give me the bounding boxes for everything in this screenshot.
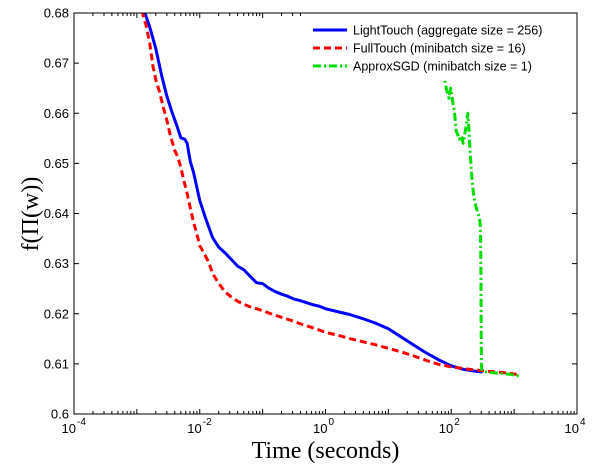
legend-label-fulltouch: FullTouch (minibatch size = 16) <box>353 42 526 56</box>
x-tick-label: 10 0 <box>313 417 334 436</box>
y-tick-label: 0.66 <box>44 106 69 121</box>
x-tick-label: 10 2 <box>439 417 460 436</box>
x-tick-exponent: -4 <box>77 417 86 428</box>
x-tick-base: 10 <box>187 421 201 436</box>
x-tick-exponent: 4 <box>580 417 586 428</box>
x-tick-label: 10 -2 <box>187 417 212 436</box>
x-tick-base: 10 <box>565 421 579 436</box>
y-tick-label: 0.62 <box>44 306 69 321</box>
x-tick-label: 10 4 <box>565 417 586 436</box>
legend: LightTouch (aggregate size = 256) FullTo… <box>305 13 577 81</box>
x-axis-label: Time (seconds) <box>252 438 400 464</box>
y-tick-label: 0.63 <box>44 256 69 271</box>
x-tick-base: 10 <box>313 421 327 436</box>
series-line-fulltouch <box>140 13 521 377</box>
legend-label-lighttouch: LightTouch (aggregate size = 256) <box>353 24 542 38</box>
series-line-lighttouch <box>143 13 483 374</box>
series-line-approxsgd <box>422 13 521 378</box>
x-tick-exponent: 0 <box>329 417 335 428</box>
y-tick-label: 0.64 <box>44 206 69 221</box>
x-tick-base: 10 <box>62 421 76 436</box>
y-tick-label: 0.6 <box>51 407 69 422</box>
series-layer <box>140 13 521 378</box>
y-tick-label: 0.65 <box>44 156 69 171</box>
y-tick-label: 0.61 <box>44 356 69 371</box>
y-tick-label: 0.67 <box>44 56 69 71</box>
x-tick-exponent: -2 <box>203 417 212 428</box>
legend-box <box>305 13 577 81</box>
x-tick-labels: 10 -4 10 -2 10 0 10 2 10 4 <box>62 417 586 436</box>
y-axis-label: f(Π(w)) <box>18 177 44 252</box>
legend-label-approxsgd: ApproxSGD (minibatch size = 1) <box>353 60 532 74</box>
x-tick-base: 10 <box>439 421 453 436</box>
y-tick-label: 0.68 <box>44 6 69 21</box>
x-tick-label: 10 -4 <box>62 417 87 436</box>
y-tick-labels: 0.6 0.61 0.62 0.63 0.64 0.65 0.66 0.67 0.68 <box>44 6 69 422</box>
x-tick-exponent: 2 <box>454 417 460 428</box>
